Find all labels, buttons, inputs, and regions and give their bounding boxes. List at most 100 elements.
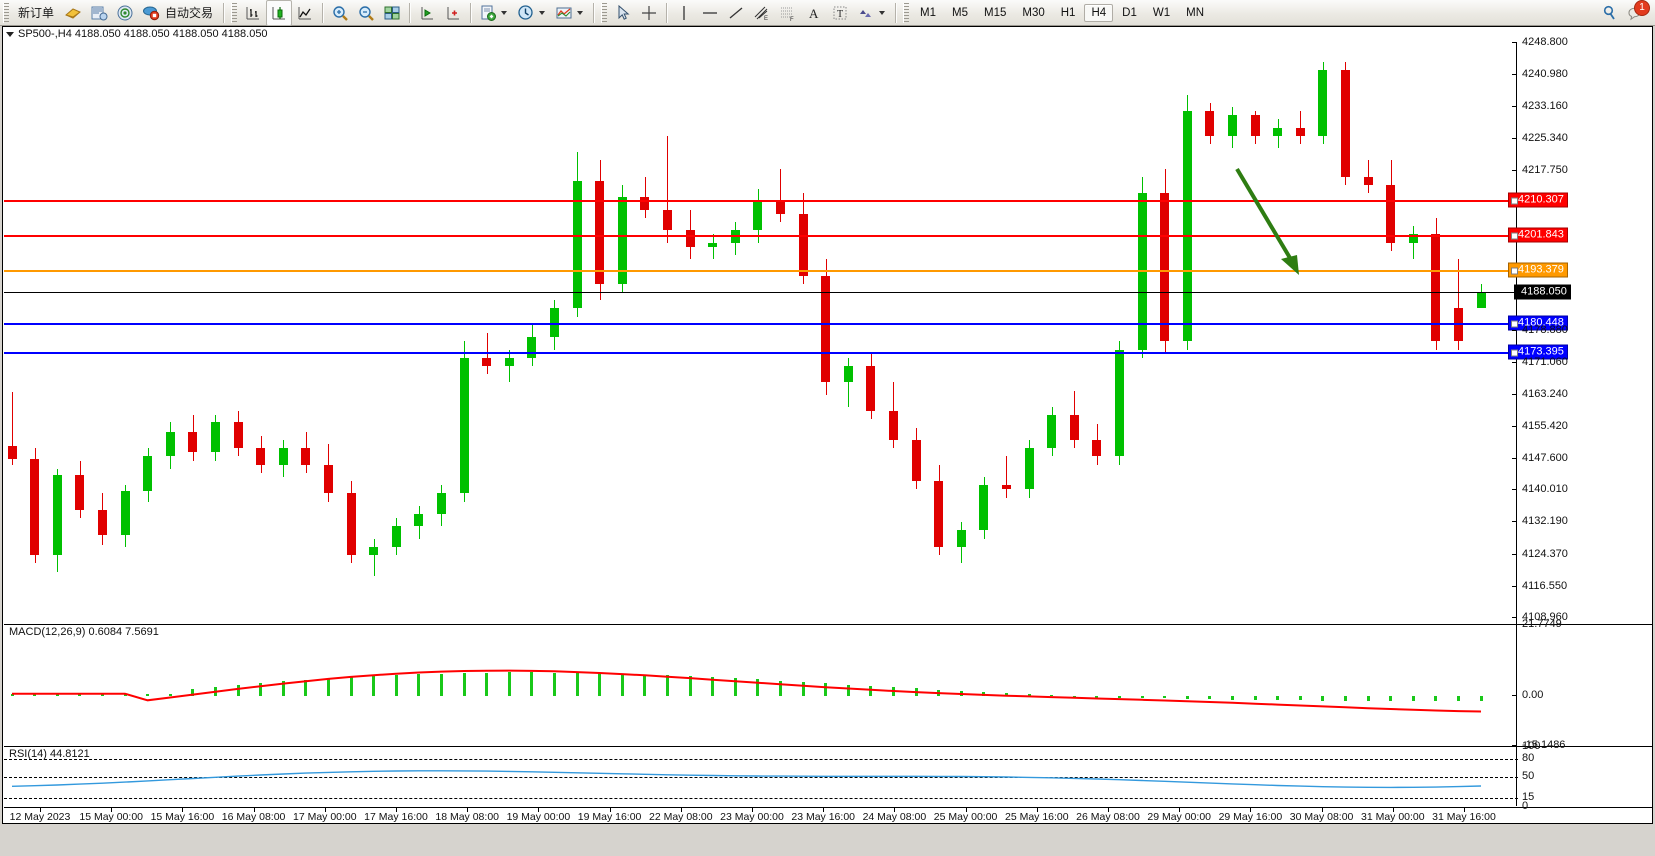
candle-body [640, 197, 650, 210]
rsi-indicator-label: RSI(14) 44.8121 [9, 748, 90, 760]
candle-wick [780, 168, 782, 223]
level-line-resistance[interactable] [4, 200, 1518, 203]
candle [1047, 42, 1057, 617]
toolbar-grip-4[interactable] [903, 2, 910, 23]
chevron-down-icon-2[interactable] [539, 10, 546, 15]
candle-body [1182, 111, 1192, 342]
candle [1024, 42, 1034, 617]
macd-pane[interactable]: MACD(12,26,9) 0.6084 7.5691 [4, 624, 1652, 746]
tile-windows-icon[interactable] [379, 0, 405, 26]
equidistant-channel-icon[interactable]: E [749, 0, 775, 26]
chevron-down-icon-4[interactable] [879, 10, 886, 15]
shapes-icon[interactable] [853, 0, 891, 26]
candle [30, 42, 40, 617]
fibonacci-icon[interactable]: F [775, 0, 801, 26]
time-axis-label: 31 May 00:00 [1360, 811, 1425, 823]
zoom-in-icon[interactable] [327, 0, 353, 26]
macd-histogram-bar [1208, 696, 1212, 700]
notification-bubble-icon[interactable]: 1 [1623, 0, 1650, 26]
text-label-icon[interactable]: T [827, 0, 853, 26]
candle [346, 42, 356, 617]
trendline-icon[interactable] [723, 0, 749, 26]
text-icon[interactable]: A [801, 0, 827, 26]
candle-body [346, 493, 356, 556]
timeframe-mn[interactable]: MN [1186, 6, 1204, 19]
macd-histogram-bar [1434, 696, 1438, 702]
timeframe-m1[interactable]: M1 [920, 6, 937, 19]
time-axis-label: 18 May 08:00 [435, 811, 500, 823]
line-chart-icon[interactable] [292, 0, 318, 26]
candlestick-chart-icon[interactable] [266, 0, 293, 26]
page-title: SP500-,H4 4188.050 4188.050 4188.050 418… [18, 28, 268, 40]
timeframe-d1[interactable]: D1 [1122, 6, 1137, 19]
crosshair-icon[interactable] [636, 0, 662, 26]
time-axis-tick [253, 808, 255, 812]
chevron-down-icon-3[interactable] [577, 10, 584, 15]
timeframe-w1[interactable]: W1 [1152, 6, 1171, 19]
candle-wick [1006, 456, 1008, 498]
candle-body [979, 485, 989, 531]
candle-body [685, 230, 695, 247]
candle-body [143, 456, 153, 492]
candle-body [278, 448, 288, 465]
timeframe-m5[interactable]: M5 [952, 6, 968, 19]
templates-icon[interactable] [551, 0, 589, 26]
search-icon[interactable] [1597, 0, 1623, 26]
timeframe-m15[interactable]: M15 [984, 6, 1007, 19]
toolbar-grip-2[interactable] [231, 2, 238, 23]
level-line-support[interactable] [4, 323, 1518, 326]
candle-body [1318, 69, 1328, 136]
bar-chart-icon[interactable] [240, 0, 266, 26]
chevron-down-icon[interactable] [501, 10, 508, 15]
timeframe-h1[interactable]: H1 [1060, 6, 1076, 19]
timeframe-m30[interactable]: M30 [1022, 6, 1045, 19]
vertical-line-icon[interactable] [671, 0, 697, 26]
candle-body [1476, 291, 1486, 309]
shift-start-icon[interactable] [414, 0, 440, 26]
candle [120, 42, 130, 617]
macd-histogram-bar [824, 683, 828, 697]
new-order-button[interactable]: 新订单 [12, 0, 60, 26]
macd-histogram-bar [756, 679, 760, 697]
rsi-pane[interactable]: RSI(14) 44.8121 [4, 746, 1652, 807]
zoom-out-icon[interactable] [353, 0, 379, 26]
shift-end-icon[interactable] [440, 0, 466, 26]
data-window-icon[interactable] [86, 0, 112, 26]
candle [934, 42, 944, 617]
candle-body [210, 421, 220, 453]
macd-histogram-bar [372, 676, 376, 697]
candle [504, 42, 514, 617]
level-line-pivot[interactable] [4, 269, 1518, 272]
yellow-folder-icon[interactable] [60, 0, 86, 26]
macd-histogram-bar [575, 672, 579, 697]
candle-body [436, 493, 446, 515]
toolbar-separator-7 [895, 2, 897, 23]
level-line-current-price[interactable] [4, 291, 1518, 293]
chevron-down-icon-chart[interactable] [6, 31, 14, 37]
toolbar-grip[interactable] [3, 2, 9, 23]
candle-body [482, 357, 492, 366]
candle-body [1092, 440, 1102, 457]
horizontal-line-icon[interactable] [697, 0, 723, 26]
toolbar-grip-3[interactable] [601, 2, 608, 23]
candle [233, 42, 243, 617]
autotrading-button[interactable]: 自动交易 [138, 0, 219, 26]
periods-icon[interactable] [513, 0, 551, 26]
svg-text:F: F [790, 17, 794, 22]
time-axis-label: 17 May 00:00 [292, 811, 357, 823]
level-line-resistance[interactable] [4, 235, 1518, 238]
navigator-icon[interactable] [112, 0, 138, 26]
macd-histogram-bar [1411, 696, 1415, 701]
timeframe-h4[interactable]: H4 [1084, 3, 1114, 22]
time-axis-label: 29 May 16:00 [1218, 811, 1283, 823]
candle [482, 42, 492, 617]
chart-canvas[interactable]: SP500-,H4 4188.050 4188.050 4188.050 418… [2, 26, 1653, 824]
level-line-support[interactable] [4, 352, 1518, 355]
add-indicator-icon[interactable] [475, 0, 513, 26]
trend-arrow-annotation[interactable] [1231, 163, 1341, 298]
candle [1227, 42, 1237, 617]
candle [753, 42, 763, 617]
cursor-icon[interactable] [610, 0, 636, 26]
price-pane[interactable] [4, 42, 1652, 617]
macd-histogram-bar [530, 672, 534, 697]
